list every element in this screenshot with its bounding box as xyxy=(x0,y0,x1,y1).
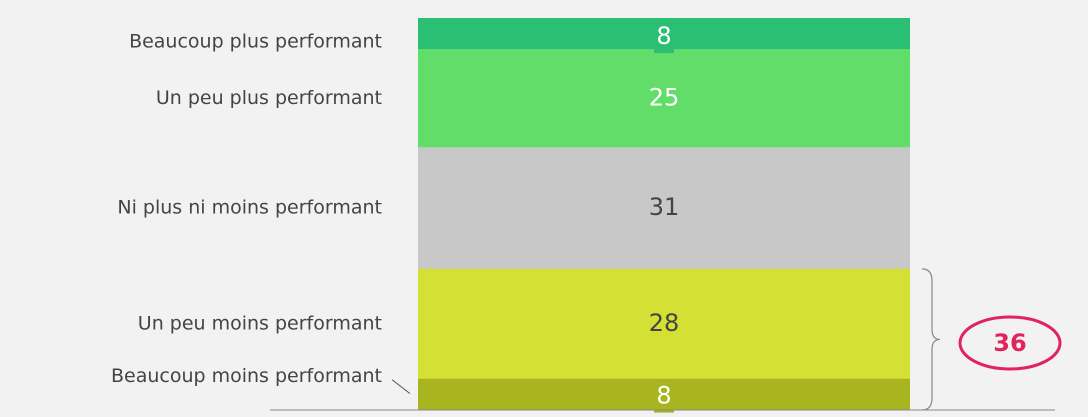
bar-segment xyxy=(418,147,910,269)
value-label: 31 xyxy=(649,193,680,221)
category-label: Beaucoup plus performant xyxy=(129,31,382,53)
bracket xyxy=(921,268,941,411)
value-label: 8 xyxy=(656,382,671,410)
value-label-box xyxy=(654,380,674,413)
category-label: Ni plus ni moins performant xyxy=(117,197,382,219)
value-label: 25 xyxy=(649,83,680,111)
category-label: Un peu plus performant xyxy=(156,87,382,109)
annotation-circle xyxy=(958,315,1062,371)
value-label-box xyxy=(654,21,674,53)
bar-segment xyxy=(418,268,910,379)
leader-line xyxy=(391,379,411,395)
category-label: Un peu moins performant xyxy=(138,312,382,334)
category-label: Beaucoup moins performant xyxy=(111,365,382,387)
value-label: 28 xyxy=(649,309,680,337)
value-label: 8 xyxy=(656,22,671,50)
bar-segment xyxy=(418,49,910,148)
annotation: 36 xyxy=(993,329,1026,357)
